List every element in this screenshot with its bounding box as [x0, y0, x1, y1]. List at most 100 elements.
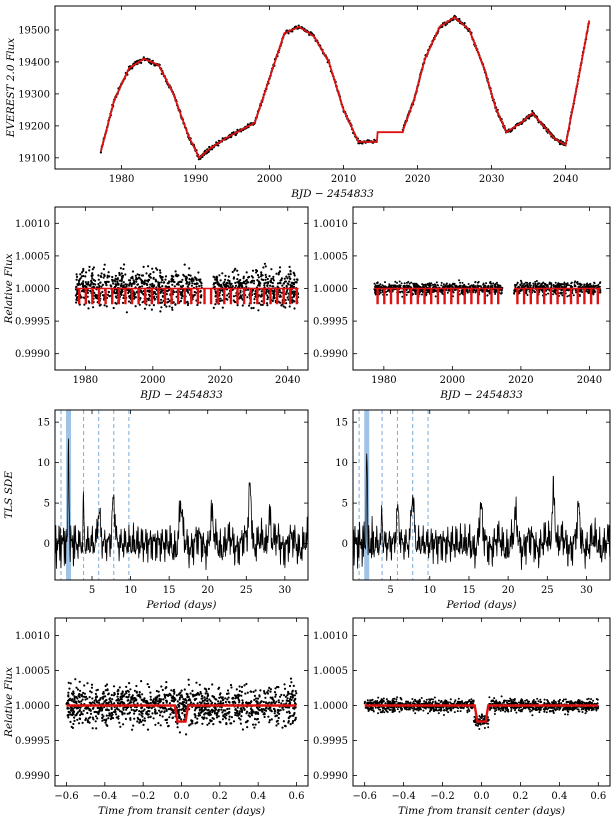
data-point [123, 284, 125, 286]
data-point [85, 271, 87, 273]
data-point [255, 697, 257, 699]
data-point [180, 718, 182, 720]
data-point [513, 293, 515, 295]
axes-frame [55, 410, 308, 580]
x-tick-label: 0.6 [289, 791, 305, 802]
data-point [240, 723, 242, 725]
data-point [400, 285, 402, 287]
data-point [270, 281, 272, 283]
x-tick-label: 10 [124, 585, 137, 596]
data-point [258, 294, 260, 296]
data-point [132, 277, 134, 279]
data-point [89, 696, 91, 698]
data-point [84, 707, 86, 709]
data-point [68, 714, 70, 716]
data-point [208, 714, 210, 716]
data-point [232, 271, 234, 273]
x-tick-label: 10 [423, 585, 436, 596]
data-point [264, 279, 266, 281]
data-point [289, 685, 291, 687]
data-point [132, 725, 134, 727]
data-point [225, 723, 227, 725]
x-tick-label: 25 [240, 585, 253, 596]
data-point [586, 290, 588, 292]
data-point [234, 282, 236, 284]
data-point [138, 722, 140, 724]
data-point [237, 274, 239, 276]
data-point [290, 696, 292, 698]
data-point [204, 688, 206, 690]
x-tick-label: 5 [387, 585, 393, 596]
data-point [461, 292, 463, 294]
data-point [243, 684, 245, 686]
data-point [254, 695, 256, 697]
data-point [153, 296, 155, 298]
data-point [566, 295, 568, 297]
data-point [118, 699, 120, 701]
data-point [111, 707, 113, 709]
data-point [290, 270, 292, 272]
data-point [258, 276, 260, 278]
data-point [237, 697, 239, 699]
data-point [272, 290, 274, 292]
y-tick-label: 1.0000 [15, 284, 50, 295]
data-point [99, 699, 101, 701]
x-axis-label: BJD − 2454833 [139, 389, 223, 401]
data-point [151, 309, 153, 311]
data-point [93, 279, 95, 281]
data-point [208, 698, 210, 700]
data-point [171, 698, 173, 700]
data-point [140, 680, 142, 682]
data-point [252, 724, 254, 726]
data-point [256, 270, 258, 272]
data-point [241, 711, 243, 713]
data-point [125, 692, 127, 694]
x-tick-label: 2020 [208, 375, 233, 386]
data-point [71, 692, 73, 694]
data-point [68, 711, 70, 713]
data-point [144, 720, 146, 722]
data-point [138, 713, 140, 715]
data-point [91, 272, 93, 274]
data-point [234, 301, 236, 303]
data-point [162, 698, 164, 700]
y-tick-label: 1.0000 [15, 701, 50, 712]
data-point [282, 700, 284, 702]
data-point [228, 711, 230, 713]
data-point [117, 716, 119, 718]
data-point [200, 712, 202, 714]
data-point [288, 711, 290, 713]
data-point [163, 694, 165, 696]
data-point [160, 299, 162, 301]
data-point [525, 282, 527, 284]
data-point [271, 718, 273, 720]
series-data2 [402, 15, 590, 147]
data-point [175, 270, 177, 272]
data-point [528, 117, 530, 119]
data-point [283, 283, 285, 285]
data-point [295, 690, 297, 692]
data-point [79, 273, 81, 275]
data-point [108, 295, 110, 297]
data-point [149, 284, 151, 286]
data-point [162, 296, 164, 298]
data-point [67, 716, 69, 718]
y-tick-label: 10 [37, 458, 50, 469]
data-point [166, 702, 168, 704]
data-point [128, 696, 130, 698]
data-point [548, 283, 550, 285]
data-point [222, 307, 224, 309]
data-point [199, 709, 201, 711]
data-point [237, 304, 239, 306]
data-point [234, 268, 236, 270]
data-point [269, 709, 271, 711]
data-point [498, 286, 500, 288]
data-point [599, 290, 601, 292]
y-tick-label: 0.9995 [15, 736, 50, 747]
data-point [561, 283, 563, 285]
data-point [289, 698, 291, 700]
data-point [148, 686, 150, 688]
data-point [218, 687, 220, 689]
data-point [73, 720, 75, 722]
x-tick-label: 30 [580, 585, 593, 596]
